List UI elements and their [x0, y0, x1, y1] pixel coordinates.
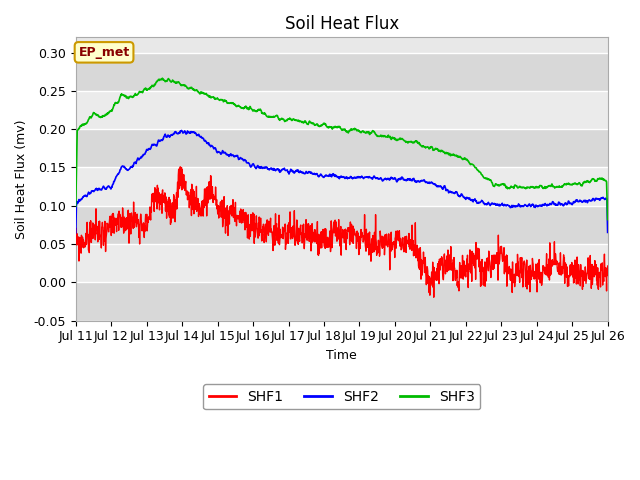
- Bar: [76, 206, 607, 244]
- SHF3: [298, 120, 306, 125]
- SHF3: [113, 100, 121, 106]
- SHF1: [72, 242, 79, 248]
- SHF2: [72, 230, 79, 236]
- SHF1: [177, 164, 184, 169]
- Bar: [76, 244, 607, 282]
- Text: EP_met: EP_met: [79, 46, 130, 59]
- SHF1: [113, 216, 121, 221]
- SHF1: [375, 247, 383, 253]
- Line: SHF3: SHF3: [76, 78, 607, 220]
- SHF1: [430, 294, 438, 300]
- SHF2: [319, 173, 326, 179]
- Y-axis label: Soil Heat Flux (mv): Soil Heat Flux (mv): [15, 119, 28, 239]
- SHF2: [604, 229, 611, 235]
- Bar: [76, 168, 607, 206]
- Legend: SHF1, SHF2, SHF3: SHF1, SHF2, SHF3: [203, 384, 480, 409]
- SHF3: [375, 133, 383, 139]
- Bar: [76, 91, 607, 129]
- SHF1: [604, 263, 611, 269]
- SHF1: [319, 239, 326, 245]
- SHF2: [135, 157, 143, 163]
- Title: Soil Heat Flux: Soil Heat Flux: [285, 15, 399, 33]
- SHF2: [178, 128, 186, 133]
- SHF2: [298, 169, 306, 175]
- SHF2: [375, 176, 383, 182]
- SHF1: [309, 233, 317, 239]
- Bar: [76, 282, 607, 321]
- SHF2: [113, 173, 121, 179]
- SHF3: [159, 75, 166, 81]
- SHF3: [72, 204, 79, 209]
- Bar: [76, 53, 607, 91]
- SHF3: [135, 90, 143, 96]
- SHF3: [604, 217, 611, 223]
- SHF2: [309, 171, 317, 177]
- SHF1: [298, 234, 306, 240]
- SHF3: [319, 122, 326, 128]
- Line: SHF1: SHF1: [76, 167, 607, 297]
- Line: SHF2: SHF2: [76, 131, 607, 233]
- Bar: [76, 129, 607, 168]
- SHF3: [309, 121, 317, 127]
- X-axis label: Time: Time: [326, 349, 357, 362]
- SHF1: [135, 224, 143, 230]
